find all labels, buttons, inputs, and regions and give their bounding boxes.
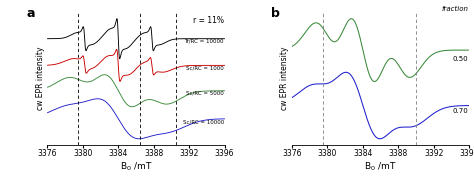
Text: Tr/RC = 10000: Tr/RC = 10000 [184,39,224,44]
X-axis label: B$_0$ /mT: B$_0$ /mT [120,161,152,173]
Y-axis label: cw EPR intensity: cw EPR intensity [36,47,45,110]
Text: Sc/RC = 1000: Sc/RC = 1000 [186,66,224,71]
X-axis label: B$_0$ /mT: B$_0$ /mT [365,161,397,173]
Text: b: b [271,7,280,20]
Text: fraction: fraction [441,6,468,12]
Text: r = 11%: r = 11% [193,16,224,25]
Text: 0.50: 0.50 [453,56,468,62]
Y-axis label: cw EPR intensity: cw EPR intensity [280,47,289,110]
Text: Sc/RC = 5000: Sc/RC = 5000 [186,90,224,95]
Text: 0.70: 0.70 [453,108,468,114]
Text: a: a [26,7,35,20]
Text: Sc/RC = 10000: Sc/RC = 10000 [182,120,224,125]
